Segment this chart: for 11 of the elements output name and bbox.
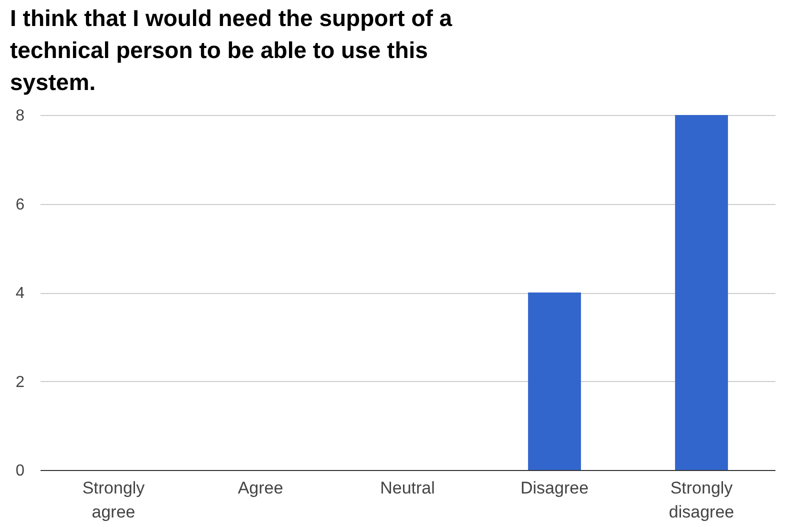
chart-title: I think that I would need the support of a technical person to be able to use this system. [10, 5, 452, 95]
x-tick-label: Strongly agree [82, 478, 146, 522]
y-tick-label: 2 [16, 374, 25, 391]
y-tick-label: 6 [16, 196, 25, 214]
y-tick-label: 0 [16, 462, 25, 480]
x-tick-label: Disagree [520, 478, 589, 498]
y-tick-label: 8 [16, 108, 25, 124]
x-tick-label: Neutral [380, 478, 435, 498]
y-tick-label: 4 [16, 285, 25, 302]
x-tick-label: Agree [238, 478, 284, 498]
x-tick-label: Strongly disagree [668, 478, 734, 522]
